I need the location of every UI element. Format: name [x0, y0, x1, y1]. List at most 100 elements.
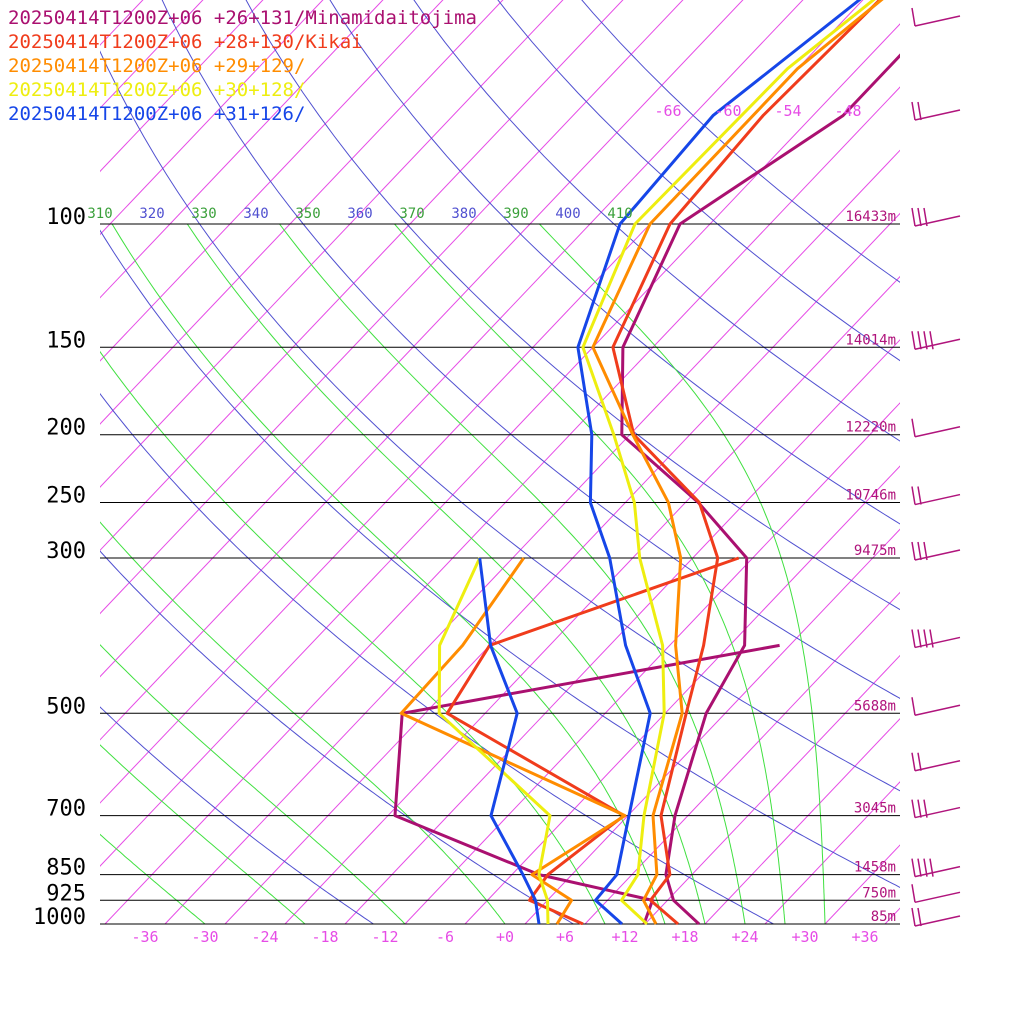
wind-barb	[911, 486, 961, 506]
isotherm-line	[100, 23, 900, 867]
pressure-label: 1000	[33, 905, 86, 930]
wind-barb-flag	[917, 101, 922, 121]
temperature-tick-label: +12	[611, 928, 638, 946]
pressure-label: 200	[46, 416, 86, 441]
dry-adiabat-line	[329, 0, 900, 525]
wind-barb-flag	[917, 858, 922, 877]
theta-label: 310	[87, 206, 112, 222]
isotherm-line	[100, 0, 804, 741]
wind-barb-flag	[917, 752, 922, 771]
wind-barb	[911, 541, 961, 561]
axis-labels: 100 16433m 150 14014m 200 12220m 250 10746m 300 9…	[33, 102, 896, 946]
wind-barb-flag	[923, 207, 928, 227]
dewpoint-profile-3	[437, 557, 552, 925]
wind-barb-flag	[917, 541, 922, 561]
dry-adiabat-line	[100, 50, 900, 792]
legend: 20250414T1200Z+06 +26+131/Minamidaitojim…	[8, 7, 477, 125]
wind-barb-staff	[914, 215, 961, 227]
temperature-profile-4	[576, 0, 862, 925]
theta-label: 410	[607, 206, 632, 222]
isotherm-line	[1005, 0, 1024, 924]
isotherm-line	[100, 0, 744, 678]
temperature-tick-label: +36	[851, 928, 878, 946]
height-label: 750m	[862, 885, 896, 901]
dry-adiabat-line	[161, 0, 900, 699]
isotherm-line	[100, 0, 444, 362]
theta-label: 370	[399, 206, 424, 222]
theta-label: 360	[347, 206, 372, 222]
height-label: 10746m	[845, 488, 896, 504]
wind-barb-flag	[917, 907, 922, 927]
temperature-tick-label: +0	[496, 928, 514, 946]
isotherm-line	[584, 591, 900, 925]
wind-barb-flag	[929, 858, 934, 877]
pressure-label: 100	[46, 205, 86, 230]
pressure-label: 250	[46, 484, 86, 509]
isotherm-line	[644, 654, 900, 925]
wind-barb	[911, 907, 961, 927]
legend-entry-1: 20250414T1200Z+06 +28+130/Kikai	[8, 31, 363, 53]
moist-adiabat-line	[100, 350, 606, 925]
isotherm-top-label: -66	[654, 102, 681, 120]
dewpoint-profile-4	[478, 557, 541, 925]
wind-barb-staff	[914, 704, 961, 717]
isotherm-line	[404, 402, 900, 925]
pressure-label: 850	[46, 856, 86, 881]
temperature-tick-label: +30	[791, 928, 818, 946]
pressure-label: 150	[46, 328, 86, 353]
wind-barb-flag	[917, 331, 922, 350]
temperature-profile-0	[620, 53, 900, 925]
legend-entry-3: 20250414T1200Z+06 +30+128/	[8, 79, 305, 101]
wind-barb-flag	[911, 752, 916, 771]
wind-barb-flag	[929, 331, 934, 350]
isotherm-line	[100, 0, 204, 109]
wind-barb-flag	[923, 331, 928, 350]
wind-barb-staff	[914, 549, 961, 561]
wind-barb-flag	[911, 101, 916, 121]
wind-barb-flag	[911, 486, 916, 505]
theta-label: 340	[243, 206, 268, 222]
isotherm-line	[0, 0, 215, 924]
isotherm-line	[0, 0, 335, 924]
height-label: 14014m	[845, 332, 896, 348]
isotherm-line	[100, 0, 564, 488]
height-label: 1458m	[854, 860, 896, 876]
theta-label: 390	[503, 206, 528, 222]
dry-adiabat-line	[413, 0, 900, 442]
wind-barb-flag	[917, 207, 922, 227]
isotherm-line	[104, 86, 900, 925]
wind-barb	[911, 629, 961, 649]
pressure-label: 500	[46, 694, 86, 719]
wind-barb-flag	[911, 7, 916, 27]
wind-barb-flag	[911, 207, 916, 227]
wind-barb-staff	[914, 806, 961, 819]
temperature-tick-label: +24	[731, 928, 758, 946]
wind-barb	[911, 101, 961, 121]
isotherm-line	[100, 0, 324, 236]
wind-barb-flag	[923, 858, 928, 877]
wind-barb	[911, 207, 961, 227]
wind-barb-flag	[911, 799, 916, 818]
dry-adiabat-line	[100, 550, 574, 925]
wind-barb-staff	[914, 15, 961, 27]
isotherm-top-label: -48	[834, 102, 861, 120]
isotherm-line	[524, 528, 900, 925]
wind-barb	[911, 858, 961, 878]
wind-barb-staff	[914, 915, 961, 927]
isotherm-line	[100, 0, 864, 804]
isotherm-line	[884, 907, 900, 925]
wind-barb-flag	[923, 799, 928, 818]
wind-barb	[911, 884, 961, 904]
theta-label: 350	[295, 206, 320, 222]
wind-barb-flag	[911, 541, 916, 561]
dewpoint-profile-2	[399, 557, 627, 925]
temperature-tick-label: -36	[131, 928, 158, 946]
wind-barb-flag	[911, 907, 916, 927]
isotherm-line	[164, 149, 900, 925]
isotherm-line	[100, 0, 624, 552]
wind-barb-flag	[923, 629, 928, 648]
temperature-tick-label: -30	[191, 928, 218, 946]
wind-barb-flag	[911, 697, 916, 716]
wind-barb	[911, 799, 961, 819]
